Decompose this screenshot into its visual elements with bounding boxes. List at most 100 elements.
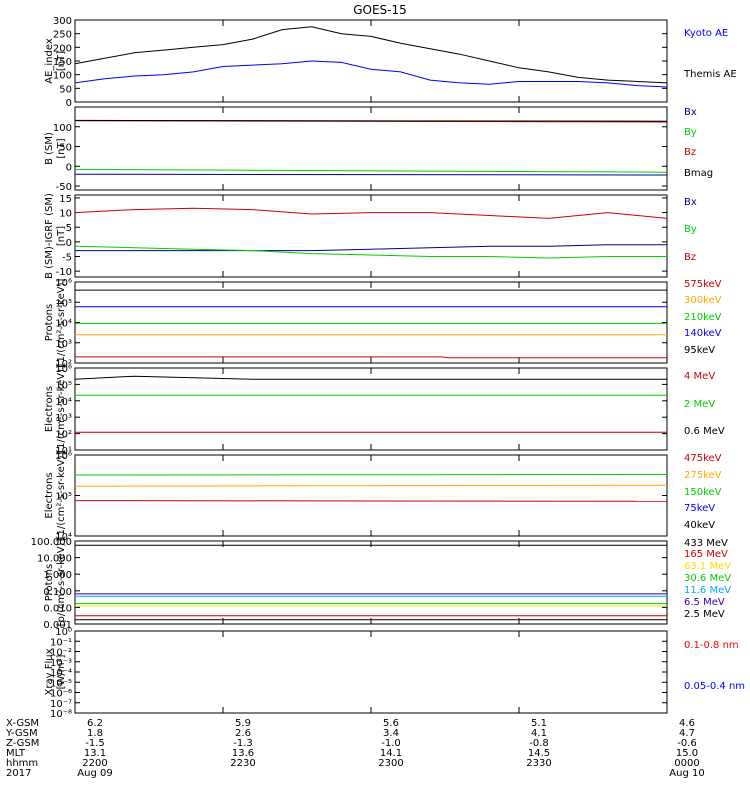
y-tick-label: 100.000 — [31, 537, 72, 548]
y-tick-label: 100 — [53, 123, 72, 134]
legend-entry: Kyoto AE — [684, 28, 728, 39]
footer-row-label: Y-GSM — [5, 728, 38, 739]
y-tick-label: 10⁻⁶ — [50, 689, 72, 700]
footer-value: 2.6 — [235, 728, 251, 739]
panel-frame — [74, 367, 668, 451]
footer-row-label: MLT — [6, 748, 26, 759]
footer-row-label: Z-GSM — [6, 738, 39, 749]
y-axis-unit: [nT] — [56, 226, 67, 246]
legend-entry: 95keV — [684, 345, 715, 356]
legend-entry: Bz — [684, 147, 696, 158]
y-tick-label: 10⁵ — [55, 492, 72, 503]
y-tick-label: 10.000 — [37, 554, 72, 565]
y-tick-label: 10⁻³ — [50, 658, 72, 669]
footer-value: Aug 10 — [669, 768, 704, 779]
y-tick-label: 10³ — [55, 413, 72, 424]
y-axis-unit: [nT] — [56, 138, 67, 158]
y-tick-label: 150 — [53, 57, 72, 68]
footer-value: -0.6 — [677, 738, 697, 749]
y-axis-unit: [1/(cm²-s-sr-keV)] — [56, 365, 67, 453]
footer-value: 5.9 — [235, 718, 251, 729]
plot-title: GOES-15 — [353, 3, 407, 17]
y-tick-label: 10² — [55, 430, 72, 441]
legend-entry: 210keV — [684, 312, 722, 323]
y-tick-label: 200 — [53, 43, 72, 54]
y-tick-label: 50 — [59, 143, 72, 154]
footer-value: 2200 — [82, 758, 107, 769]
footer-row-label: 2017 — [6, 768, 31, 779]
y-tick-label: 10¹ — [55, 446, 72, 457]
series-line — [74, 375, 667, 380]
footer-value: 6.2 — [87, 718, 103, 729]
series-line — [75, 356, 667, 359]
legend-entry: 0.05-0.4 nm — [684, 681, 745, 692]
y-tick-label: 10 — [59, 209, 72, 220]
footer-value: 15.0 — [676, 748, 698, 759]
legend-entry: 63.1 MeV — [684, 561, 731, 572]
legend-entry: 275keV — [684, 470, 722, 481]
y-tick-label: 0.010 — [43, 603, 72, 614]
legend-entry: 4 MeV — [684, 371, 715, 382]
legend-entry: 433 MeV — [684, 538, 728, 549]
legend-entry: 2.5 MeV — [684, 609, 725, 620]
footer-row-label: X-GSM — [6, 718, 39, 729]
panel-7: 0.001 0.010 0.100 1.000 10.000 100.000 Protons… — [31, 537, 732, 631]
footer-value: -0.8 — [529, 738, 549, 749]
panel-frame — [74, 194, 668, 278]
legend-entry: 150keV — [684, 487, 722, 498]
panel-frame — [74, 454, 668, 537]
y-tick-label: 10⁴ — [55, 319, 72, 330]
panel-3: -10 -5 0 5 10 15 B (SM)-IGRF (SM) [nT] Bx By Bz — [44, 193, 697, 279]
y-tick-label: 10⁵ — [55, 380, 72, 391]
footer-value: 2300 — [378, 758, 403, 769]
series-line — [74, 500, 668, 502]
y-axis-unit: [nT] — [56, 51, 67, 71]
legend-entry: By — [684, 224, 697, 235]
series-line — [74, 474, 668, 476]
y-tick-label: 0 — [66, 98, 72, 109]
y-tick-label: 10⁰ — [55, 627, 72, 638]
footer-value: 14.1 — [380, 748, 402, 759]
footer-value: 0000 — [674, 758, 699, 769]
footer-value: 13.1 — [84, 748, 106, 759]
y-tick-label: 15 — [59, 194, 72, 205]
panel-frame — [74, 106, 668, 191]
y-tick-label: 10⁻⁵ — [50, 678, 72, 689]
y-tick-label: 1.000 — [43, 570, 72, 581]
y-tick-label: -10 — [56, 267, 72, 278]
y-tick-label: 10⁶ — [55, 278, 72, 289]
legend-entry: 6.5 MeV — [684, 597, 725, 608]
legend-entry: 11.6 MeV — [684, 585, 731, 596]
y-axis-label: B (SM)-IGRF (SM) — [44, 193, 55, 279]
legend-entry: 300keV — [684, 295, 722, 306]
y-tick-label: 0.100 — [43, 587, 72, 598]
y-axis-unit: [p/(cm²-s-sr-keV)] — [56, 539, 67, 627]
footer-value: 13.6 — [232, 748, 254, 759]
panel-8: 10⁻⁸10⁻⁷10⁻⁶10⁻⁵10⁻⁴10⁻³10⁻²10⁻¹10⁰Xray … — [44, 627, 745, 720]
y-tick-label: 10⁴ — [55, 532, 72, 543]
footer-value: 4.7 — [679, 728, 695, 739]
legend-entry: 475keV — [684, 453, 722, 464]
legend-entry: 140keV — [684, 328, 722, 339]
legend-entry: 165 MeV — [684, 549, 728, 560]
y-tick-label: 10⁶ — [55, 364, 72, 375]
footer-value: 2230 — [230, 758, 255, 769]
y-tick-label: -5 — [62, 253, 72, 264]
y-axis-label: Xray Flux — [44, 648, 55, 695]
series-line — [74, 245, 667, 259]
footer-value: 5.6 — [383, 718, 399, 729]
legend-entry: 0.1-0.8 nm — [684, 640, 739, 651]
y-tick-label: 10⁻² — [50, 648, 72, 659]
y-tick-label: 5 — [66, 223, 72, 234]
series-line — [74, 173, 668, 176]
y-axis-label: B (SM) — [44, 132, 55, 165]
y-tick-label: 10⁻¹ — [50, 637, 72, 648]
footer-value: 5.1 — [531, 718, 547, 729]
y-tick-label: 0 — [66, 238, 72, 249]
y-axis-label: Electrons — [44, 472, 55, 518]
series-line — [74, 168, 668, 173]
legend-entry: Bmag — [684, 168, 713, 179]
